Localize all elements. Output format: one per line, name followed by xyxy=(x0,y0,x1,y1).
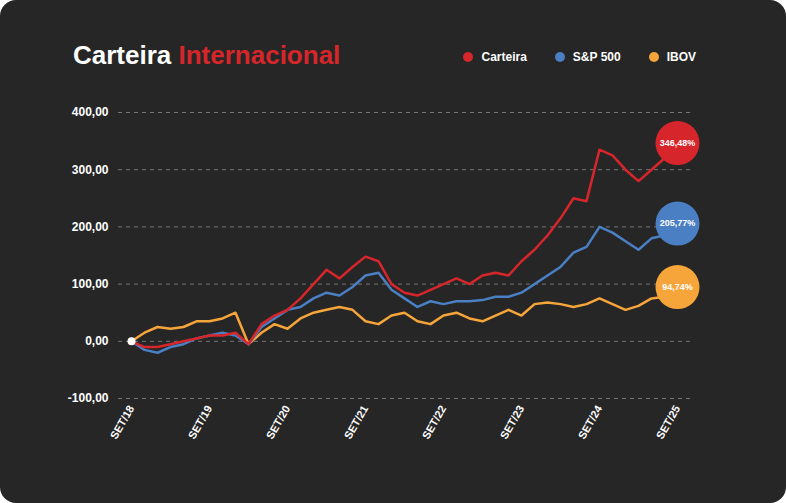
svg-text:346,48%: 346,48% xyxy=(660,138,696,148)
svg-text:SET/24: SET/24 xyxy=(576,402,605,441)
svg-text:400,00: 400,00 xyxy=(72,105,109,119)
html-text:Carteira Internacional: Carteira Internacional xyxy=(73,40,341,70)
svg-text:100,00: 100,00 xyxy=(72,277,109,291)
svg-text:SET/22: SET/22 xyxy=(420,403,449,441)
svg-text:205,77%: 205,77% xyxy=(660,218,696,228)
svg-text:SET/21: SET/21 xyxy=(342,403,371,441)
svg-text:200,00: 200,00 xyxy=(72,220,109,234)
svg-text:94,74%: 94,74% xyxy=(662,282,693,292)
svg-text:SET/20: SET/20 xyxy=(264,403,293,441)
svg-text:SET/19: SET/19 xyxy=(186,403,215,441)
html-text:Carteira: Carteira xyxy=(481,50,527,64)
svg-text:-100,00: -100,00 xyxy=(68,391,109,405)
html-text:S&P 500: S&P 500 xyxy=(572,50,621,64)
svg-text:0,00: 0,00 xyxy=(85,334,109,348)
svg-text:SET/23: SET/23 xyxy=(498,403,527,441)
svg-text:SET/25: SET/25 xyxy=(654,403,683,441)
svg-text:300,00: 300,00 xyxy=(72,163,109,177)
svg-text:SET/18: SET/18 xyxy=(108,403,137,441)
html-text:IBOV: IBOV xyxy=(666,50,696,64)
